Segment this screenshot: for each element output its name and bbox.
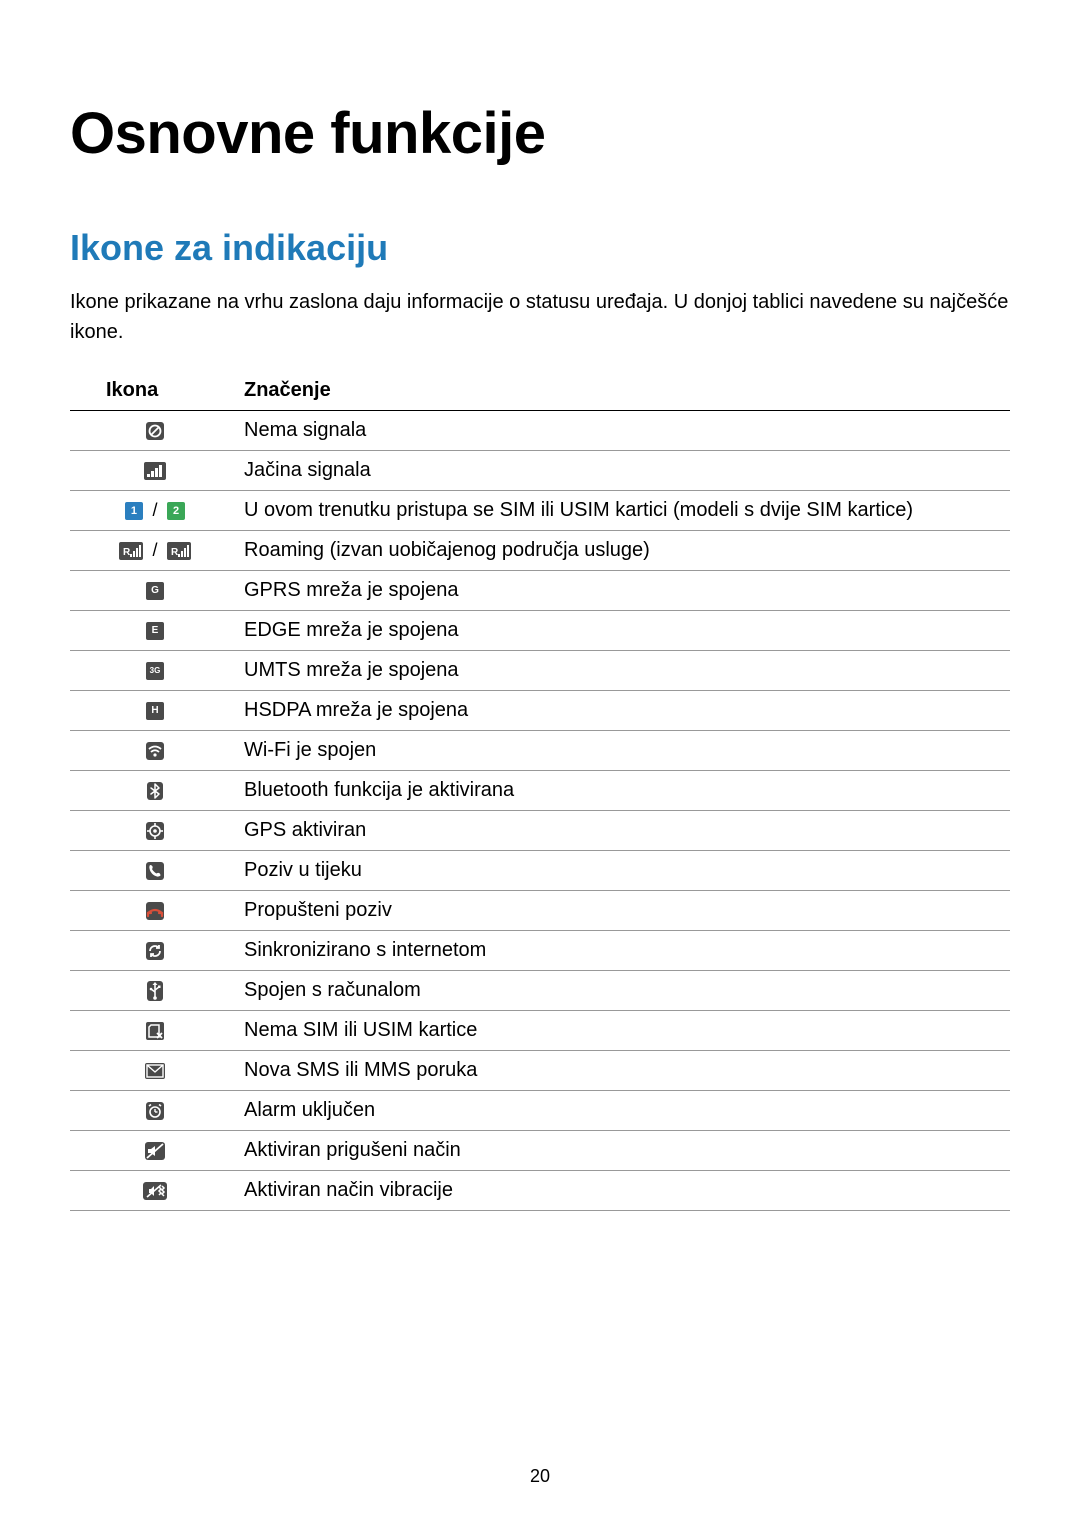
icon-cell [70,1011,240,1051]
gprs-icon: G [146,582,164,600]
table-row: Nova SMS ili MMS poruka [70,1051,1010,1091]
table-row: 1 / 2 U ovom trenutku pristupa se SIM il… [70,491,1010,531]
column-header-icon: Ikona [70,371,240,411]
edge-icon: E [146,622,164,640]
icon-cell: E [70,611,240,651]
table-row: R / R Roaming (izvan uobičajenog područj… [70,531,1010,571]
table-row: Aktiviran način vibracije [70,1171,1010,1211]
missed-call-icon [145,901,165,921]
icon-cell: G [70,571,240,611]
meaning-cell: Bluetooth funkcija je aktivirana [240,771,1010,811]
icon-cell [70,891,240,931]
icon-cell: 3G [70,651,240,691]
document-page: Osnovne funkcije Ikone za indikaciju Iko… [0,0,1080,1527]
meaning-cell: Aktiviran način vibracije [240,1171,1010,1211]
icon-cell [70,1131,240,1171]
meaning-cell: Sinkronizirano s internetom [240,931,1010,971]
call-icon [145,861,165,881]
message-icon [144,1062,166,1080]
page-title: Osnovne funkcije [70,100,1010,167]
intro-paragraph: Ikone prikazane na vrhu zaslona daju inf… [70,287,1010,347]
usb-icon [146,980,164,1002]
meaning-cell: Propušteni poziv [240,891,1010,931]
meaning-cell: Aktiviran prigušeni način [240,1131,1010,1171]
meaning-cell: Nema SIM ili USIM kartice [240,1011,1010,1051]
icon-cell: R / R [70,531,240,571]
meaning-cell: UMTS mreža je spojena [240,651,1010,691]
umts-icon: 3G [146,662,164,680]
meaning-cell: EDGE mreža je spojena [240,611,1010,651]
icon-cell [70,811,240,851]
meaning-cell: Nema signala [240,411,1010,451]
meaning-cell: Jačina signala [240,451,1010,491]
roaming-icon: R / R [119,539,191,561]
meaning-cell: Alarm uključen [240,1091,1010,1131]
hsdpa-icon: H [146,702,164,720]
meaning-cell: HSDPA mreža je spojena [240,691,1010,731]
icon-cell [70,1051,240,1091]
table-row: E EDGE mreža je spojena [70,611,1010,651]
svg-text:R: R [171,547,179,558]
meaning-cell: Wi-Fi je spojen [240,731,1010,771]
icon-table: Ikona Značenje Nema signala Jačina signa… [70,371,1010,1211]
icon-cell [70,731,240,771]
dual-sim-icon: 1 / 2 [125,499,185,521]
icon-cell [70,1091,240,1131]
sync-icon [145,941,165,961]
icon-cell [70,411,240,451]
table-row: Poziv u tijeku [70,851,1010,891]
table-row: GPS aktiviran [70,811,1010,851]
gps-icon [145,821,165,841]
column-header-meaning: Značenje [240,371,1010,411]
icon-cell [70,851,240,891]
table-row: Aktiviran prigušeni način [70,1131,1010,1171]
signal-icon [144,462,166,480]
table-row: Bluetooth funkcija je aktivirana [70,771,1010,811]
table-row: Spojen s računalom [70,971,1010,1011]
meaning-cell: Roaming (izvan uobičajenog područja uslu… [240,531,1010,571]
wifi-icon [145,741,165,761]
page-number: 20 [0,1466,1080,1487]
table-row: Propušteni poziv [70,891,1010,931]
meaning-cell: Nova SMS ili MMS poruka [240,1051,1010,1091]
meaning-cell: U ovom trenutku pristupa se SIM ili USIM… [240,491,1010,531]
bluetooth-icon [146,781,164,801]
table-row: G GPRS mreža je spojena [70,571,1010,611]
icon-cell [70,1171,240,1211]
no-signal-icon [145,421,165,441]
meaning-cell: GPRS mreža je spojena [240,571,1010,611]
icon-cell: 1 / 2 [70,491,240,531]
table-row: Alarm uključen [70,1091,1010,1131]
meaning-cell: Poziv u tijeku [240,851,1010,891]
table-row: Nema SIM ili USIM kartice [70,1011,1010,1051]
vibrate-icon [142,1181,168,1201]
section-heading: Ikone za indikaciju [70,227,1010,269]
table-row: 3G UMTS mreža je spojena [70,651,1010,691]
table-row: H HSDPA mreža je spojena [70,691,1010,731]
meaning-cell: Spojen s računalom [240,971,1010,1011]
table-row: Jačina signala [70,451,1010,491]
table-row: Nema signala [70,411,1010,451]
table-row: Wi-Fi je spojen [70,731,1010,771]
svg-text:R: R [123,547,131,558]
meaning-cell: GPS aktiviran [240,811,1010,851]
alarm-icon [145,1101,165,1121]
icon-cell [70,971,240,1011]
table-row: Sinkronizirano s internetom [70,931,1010,971]
icon-cell: H [70,691,240,731]
icon-cell [70,771,240,811]
icon-cell [70,451,240,491]
icon-cell [70,931,240,971]
mute-icon [144,1141,166,1161]
no-sim-icon [145,1021,165,1041]
